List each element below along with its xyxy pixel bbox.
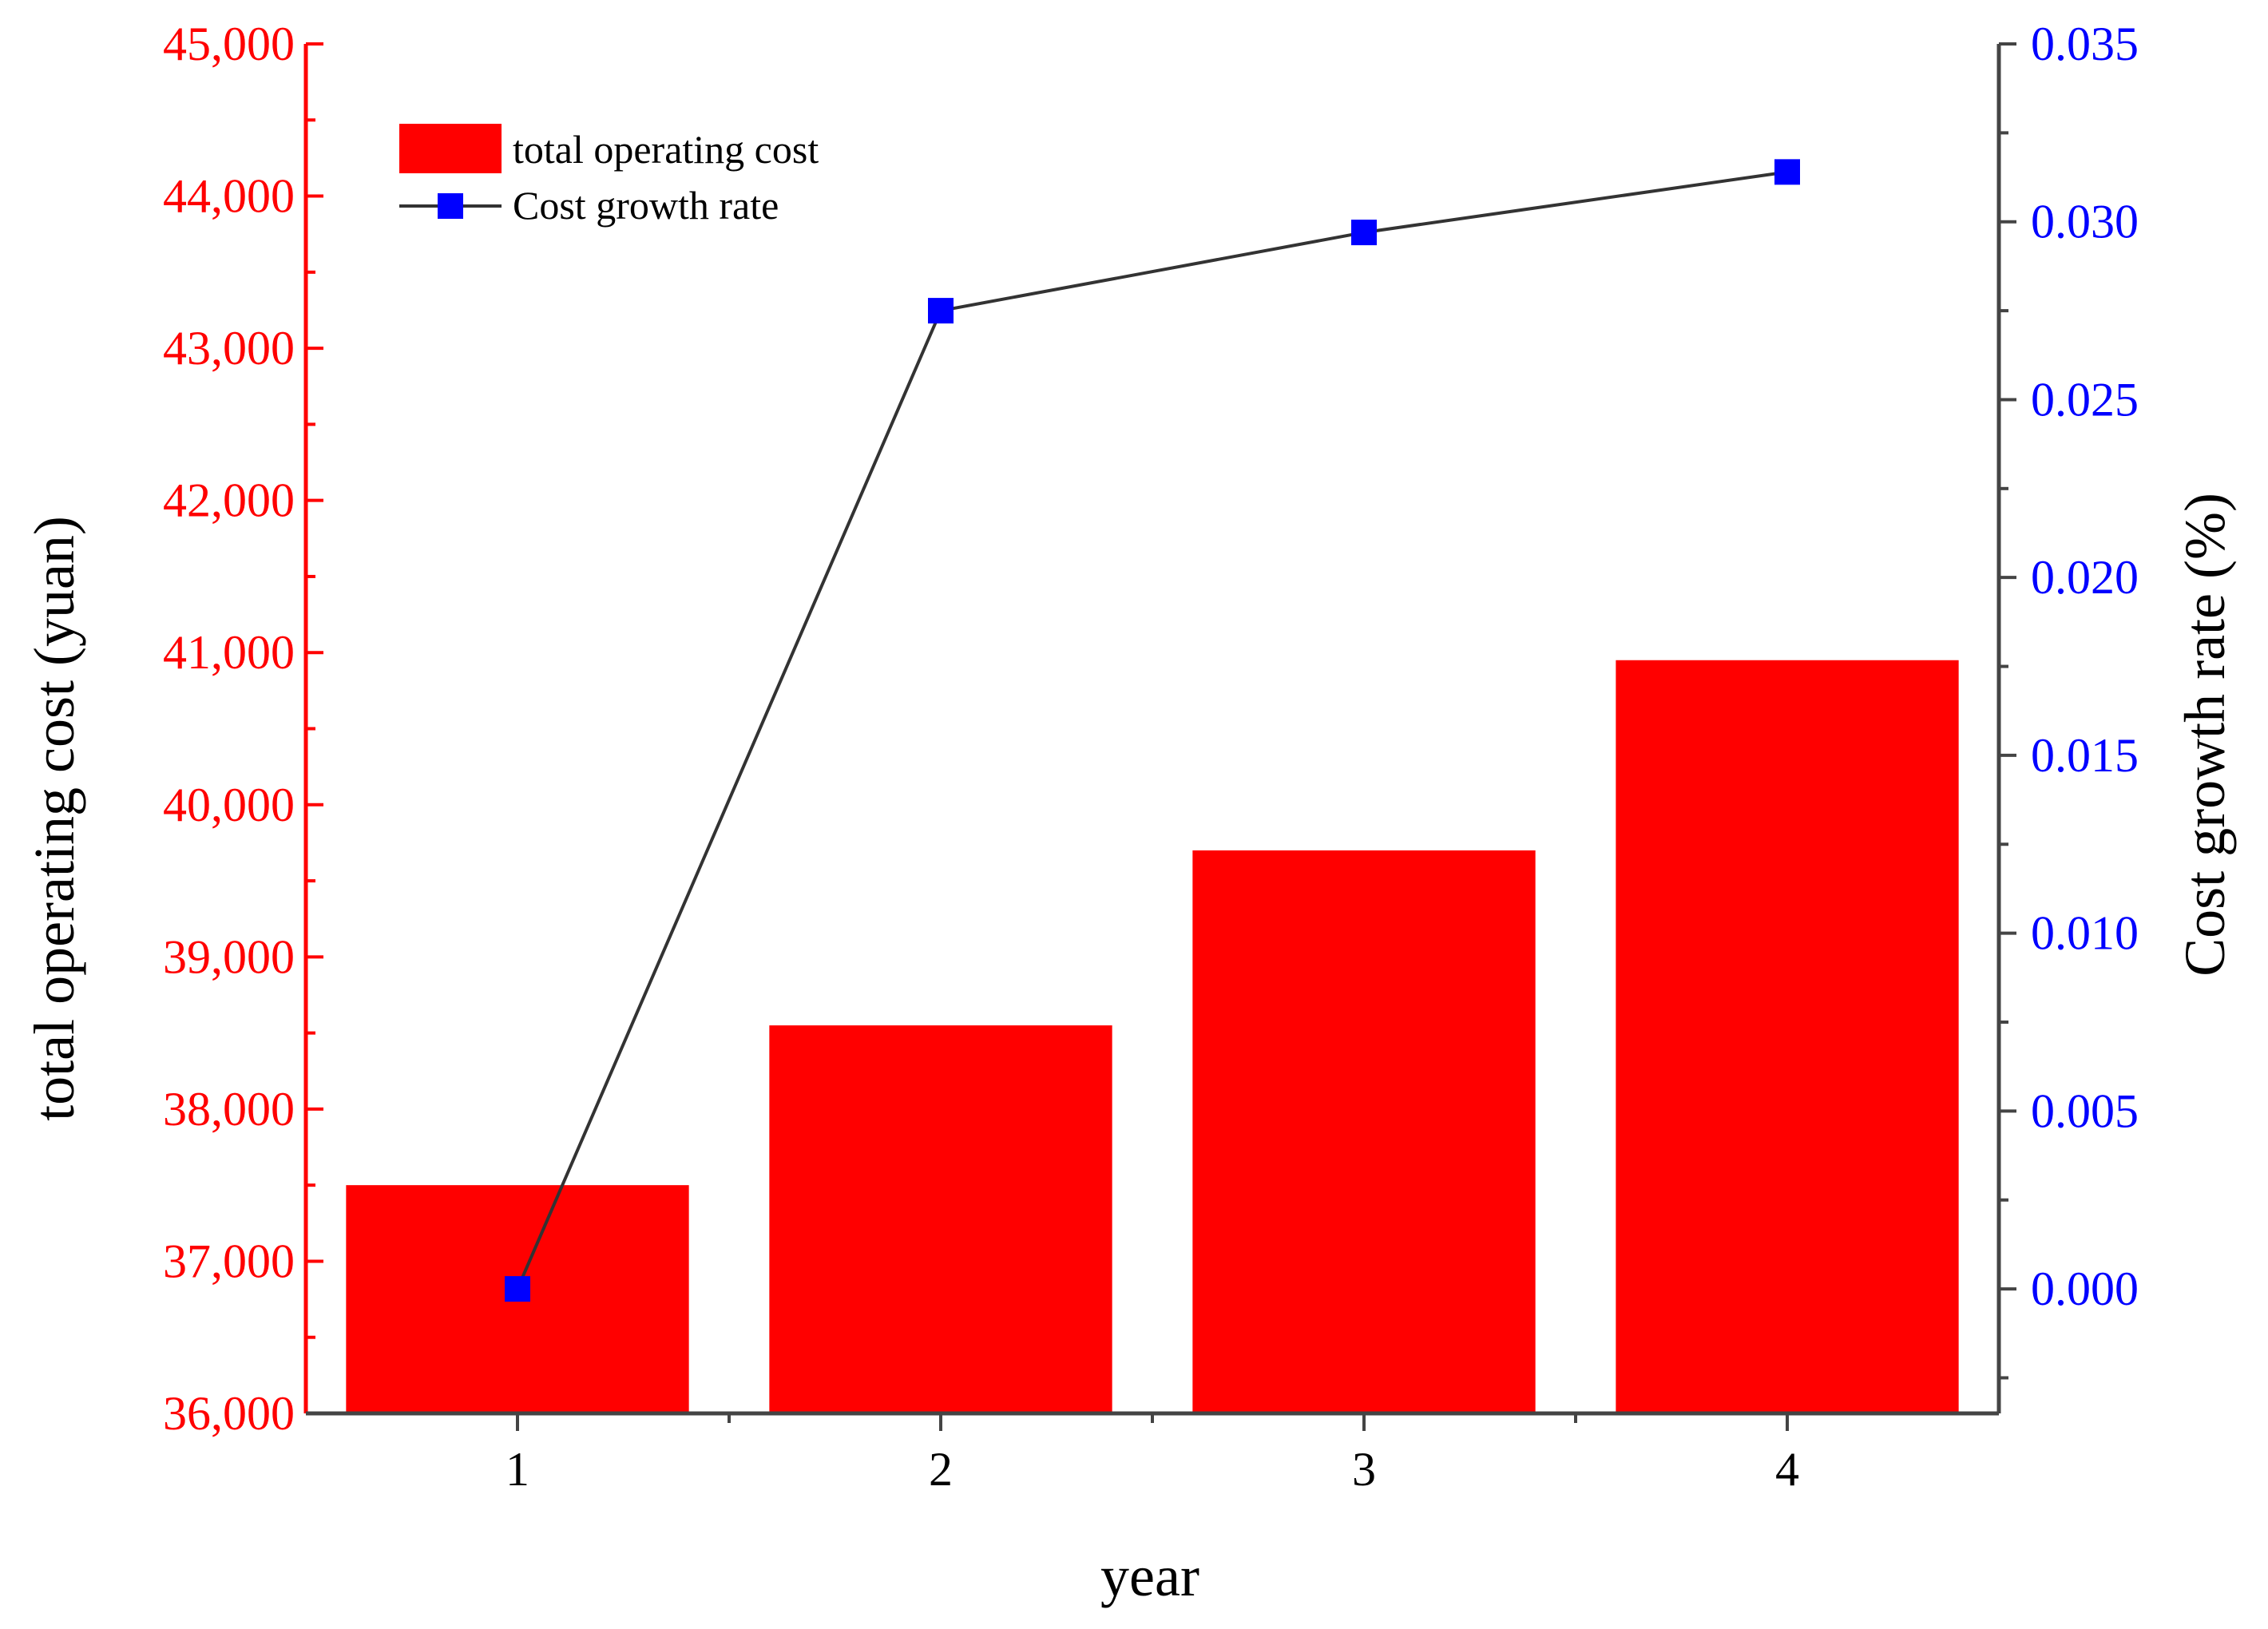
legend: total operating cost Cost growth rate <box>399 124 819 228</box>
right-tick-label: 0.010 <box>2031 907 2139 960</box>
x-tick-label: 2 <box>929 1443 953 1496</box>
right-axis-label: Cost growth rate (%) <box>2173 493 2237 977</box>
axes-layer: 36,000 37,000 38,000 39,000 40,000 41,000 42,0… <box>163 18 2139 1496</box>
left-tick-label: 41,000 <box>163 626 295 679</box>
right-tick-label: 0.020 <box>2031 551 2139 604</box>
left-tick-label: 39,000 <box>163 930 295 983</box>
growth-rate-point-year-4 <box>1774 159 1800 185</box>
left-tick-label: 40,000 <box>163 779 295 831</box>
growth-line-layer <box>505 159 1800 1302</box>
left-tick-label: 38,000 <box>163 1083 295 1136</box>
legend-line-marker <box>438 193 463 219</box>
right-tick-label: 0.035 <box>2031 18 2139 70</box>
right-tick-label: 0.030 <box>2031 196 2139 248</box>
right-tick-label: 0.005 <box>2031 1084 2139 1137</box>
growth-rate-point-year-1 <box>505 1276 530 1302</box>
right-tick-label: 0.000 <box>2031 1262 2139 1315</box>
x-tick-label: 3 <box>1352 1443 1376 1496</box>
left-tick-label: 42,000 <box>163 474 295 527</box>
right-tick-label: 0.025 <box>2031 373 2139 426</box>
left-tick-label: 44,000 <box>163 170 295 223</box>
bar-year-3 <box>1192 850 1536 1413</box>
right-tick-label: 0.015 <box>2031 729 2139 782</box>
left-tick-label: 43,000 <box>163 322 295 375</box>
bars-layer <box>346 660 1959 1413</box>
bar-year-2 <box>769 1025 1112 1413</box>
left-tick-label: 37,000 <box>163 1235 295 1287</box>
legend-bar-swatch <box>399 124 502 173</box>
growth-rate-point-year-3 <box>1351 220 1377 246</box>
legend-line-label: Cost growth rate <box>513 183 779 228</box>
left-tick-label: 36,000 <box>163 1387 295 1440</box>
growth-rate-line <box>516 170 1788 1290</box>
x-axis-label: year <box>1100 1544 1199 1608</box>
bar-year-4 <box>1616 660 1959 1413</box>
x-tick-label: 1 <box>506 1443 529 1496</box>
left-tick-label: 45,000 <box>163 18 295 70</box>
x-tick-label: 4 <box>1775 1443 1799 1496</box>
left-axis-label: total operating cost (yuan) <box>22 516 86 1121</box>
legend-bar-label: total operating cost <box>513 127 819 172</box>
growth-rate-point-year-2 <box>928 298 954 324</box>
